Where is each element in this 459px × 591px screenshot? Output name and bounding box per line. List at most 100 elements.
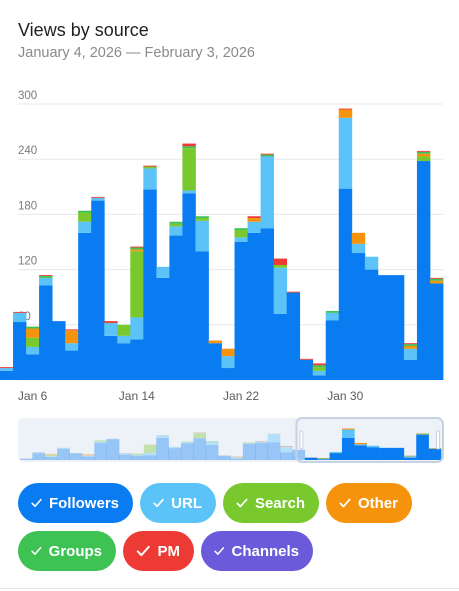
bar-segment-pm[interactable] <box>429 277 444 279</box>
bar-segment-pm[interactable] <box>0 367 14 369</box>
bar-segment-other[interactable] <box>208 340 222 344</box>
bar-segment-search[interactable] <box>130 251 144 318</box>
bar-segment-url[interactable] <box>351 243 366 254</box>
bar-segment-url[interactable] <box>182 190 196 194</box>
bar-segment-other[interactable] <box>338 109 353 118</box>
bar-segment-search[interactable] <box>195 218 209 221</box>
bar-segment-url[interactable] <box>273 267 288 314</box>
bar-segment-followers[interactable] <box>78 232 92 380</box>
bar-segment-pm[interactable] <box>286 291 301 293</box>
bar-segment-followers[interactable] <box>0 370 14 380</box>
bar-segment-url[interactable] <box>364 256 379 270</box>
bar-segment-followers[interactable] <box>221 368 235 380</box>
bar-segment-url[interactable] <box>195 220 209 252</box>
bar-segment-url[interactable] <box>13 312 27 323</box>
bar-segment-pm[interactable] <box>260 153 275 155</box>
bar-segment-followers[interactable] <box>429 283 444 380</box>
bar-segment-url[interactable] <box>0 368 14 371</box>
bar-segment-pm[interactable] <box>403 343 418 345</box>
bar-segment-url[interactable] <box>39 277 53 286</box>
bar-segment-pm[interactable] <box>416 150 431 152</box>
bar-segment-url[interactable] <box>130 317 144 340</box>
bar-segment-followers[interactable] <box>234 242 248 380</box>
legend-chip-other[interactable]: Other <box>326 483 412 523</box>
range-navigator[interactable] <box>18 417 444 463</box>
bar-segment-search[interactable] <box>312 367 327 371</box>
bar-segment-groups[interactable] <box>169 221 183 224</box>
navigator-selection[interactable] <box>295 417 444 463</box>
bar-segment-followers[interactable] <box>325 320 340 380</box>
bar-segment-followers[interactable] <box>377 275 392 380</box>
bar-segment-followers[interactable] <box>130 339 144 380</box>
bar-segment-followers[interactable] <box>351 253 366 380</box>
bar-segment-search[interactable] <box>143 166 157 169</box>
bar-segment-url[interactable] <box>143 168 157 190</box>
navigator-right-handle[interactable] <box>436 430 440 450</box>
bar-segment-search[interactable] <box>26 337 40 347</box>
bar-segment-followers[interactable] <box>260 228 275 380</box>
bar-segment-search[interactable] <box>117 324 131 336</box>
bar-segment-url[interactable] <box>91 197 105 201</box>
bar-segment-other[interactable] <box>429 280 444 284</box>
bar-segment-url[interactable] <box>234 237 248 242</box>
bar-segment-search[interactable] <box>416 156 431 162</box>
bar-segment-groups[interactable] <box>260 154 275 157</box>
bar-segment-groups[interactable] <box>26 326 40 329</box>
bar-segment-pm[interactable] <box>273 258 288 265</box>
legend-chip-groups[interactable]: Groups <box>18 531 116 571</box>
bar-segment-followers[interactable] <box>182 193 196 380</box>
bar-segment-other[interactable] <box>221 348 235 357</box>
navigator-track[interactable] <box>18 418 443 462</box>
bar-segment-followers[interactable] <box>91 200 105 380</box>
bar-segment-url[interactable] <box>104 322 118 336</box>
bar-segment-pm[interactable] <box>13 311 27 313</box>
bar-segment-followers[interactable] <box>416 161 431 380</box>
bar-segment-groups[interactable] <box>78 210 92 213</box>
bar-segment-followers[interactable] <box>52 321 66 380</box>
bar-segment-groups[interactable] <box>234 228 248 231</box>
bar-segment-other[interactable] <box>26 328 40 338</box>
bar-segment-groups[interactable] <box>195 216 209 219</box>
bar-segment-url[interactable] <box>221 356 235 369</box>
bar-segment-pm[interactable] <box>312 363 327 366</box>
bar-segment-groups[interactable] <box>39 276 53 278</box>
bar-segment-url[interactable] <box>403 348 418 360</box>
bar-segment-other[interactable] <box>416 153 431 157</box>
bar-segment-followers[interactable] <box>338 188 353 380</box>
bar-segment-url[interactable] <box>325 312 340 321</box>
bar-segment-url[interactable] <box>169 226 183 236</box>
bar-segment-other[interactable] <box>403 345 418 349</box>
bar-segment-url[interactable] <box>312 370 327 376</box>
bar-segment-groups[interactable] <box>403 344 418 346</box>
legend-chip-pm[interactable]: PM <box>123 531 194 571</box>
bar-segment-search[interactable] <box>182 148 196 191</box>
legend-chip-url[interactable]: URL <box>140 483 216 523</box>
bar-segment-search[interactable] <box>169 223 183 227</box>
bar-segment-pm[interactable] <box>91 196 105 198</box>
bar-segment-url[interactable] <box>65 343 79 351</box>
bar-segment-pm[interactable] <box>299 358 314 360</box>
legend-chip-search[interactable]: Search <box>223 483 319 523</box>
bar-segment-followers[interactable] <box>156 277 170 380</box>
bar-segment-url[interactable] <box>338 117 353 189</box>
bar-segment-url[interactable] <box>260 156 275 229</box>
bar-segment-pm[interactable] <box>182 143 196 147</box>
bar-segment-url[interactable] <box>117 335 131 344</box>
bar-segment-other[interactable] <box>65 330 79 344</box>
legend-chip-channels[interactable]: Channels <box>201 531 313 571</box>
bar-segment-followers[interactable] <box>247 232 261 380</box>
bar-segment-followers[interactable] <box>39 285 53 380</box>
bar-segment-search[interactable] <box>273 265 288 268</box>
bar-segment-groups[interactable] <box>312 365 327 368</box>
bar-segment-followers[interactable] <box>117 343 131 380</box>
bar-segment-pm[interactable] <box>247 216 261 219</box>
bar-segment-other[interactable] <box>247 218 261 222</box>
bar-segment-pm[interactable] <box>130 246 144 248</box>
bar-segment-followers[interactable] <box>390 275 405 380</box>
bar-segment-other[interactable] <box>351 232 366 244</box>
bar-segment-url[interactable] <box>247 221 261 233</box>
bar-segment-url[interactable] <box>26 346 40 355</box>
bar-segment-followers[interactable] <box>312 375 327 380</box>
bar-segment-pm[interactable] <box>65 329 79 331</box>
